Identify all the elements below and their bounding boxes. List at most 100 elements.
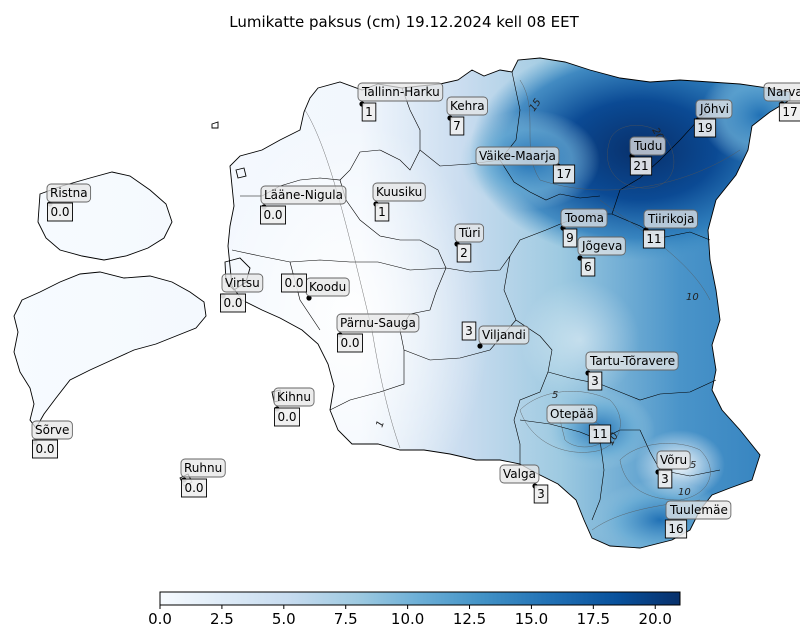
station-name-box	[546, 404, 598, 424]
station-name-box	[656, 450, 691, 470]
station-name: Viljandi	[482, 328, 526, 342]
station-value: 0.0	[263, 208, 282, 222]
station-value: 6	[584, 260, 592, 274]
station-value: 17	[556, 167, 571, 181]
station-name: Pärnu-Sauga	[340, 316, 416, 330]
colorbar-tick-label: 20.0	[639, 610, 672, 628]
station-name: Valga	[503, 467, 536, 481]
station-name: Tooma	[564, 211, 604, 225]
station-name-box	[46, 183, 92, 203]
svg-text:1: 1	[374, 419, 387, 429]
station-3: Narva 17	[763, 82, 800, 122]
station-name-box	[273, 387, 315, 407]
station-value: 0.0	[340, 336, 359, 350]
station-19: Kihnu 0.0	[273, 387, 315, 427]
station-name: Jõgeva	[581, 239, 622, 253]
station-value: 11	[646, 232, 661, 246]
station-name: Kuusiku	[376, 185, 422, 199]
station-value-box	[664, 519, 688, 539]
station-value-box	[693, 118, 717, 138]
station-dot	[306, 295, 312, 301]
station-value-box	[642, 229, 666, 249]
station-name: Virtsu	[225, 276, 260, 290]
station-12: Tiirikoja 11	[642, 209, 698, 249]
station-value: 0.0	[277, 410, 296, 424]
station-name: Tudu	[633, 139, 662, 153]
station-name-box	[763, 82, 800, 102]
station-value-box	[361, 102, 377, 122]
station-value: 9	[566, 231, 574, 245]
station-value-box	[580, 257, 596, 277]
station-value-box	[587, 371, 603, 391]
station-13: Türi 2	[454, 223, 485, 263]
station-1: Tallinn-Harku 1	[357, 82, 444, 122]
station-name-box	[372, 182, 426, 202]
station-value-box	[552, 164, 576, 184]
station-21: Otepää 11	[546, 404, 612, 444]
station-name-box	[180, 458, 226, 478]
colorbar-tick-label: 12.5	[453, 610, 486, 628]
station-4: Jõhvi 19	[693, 99, 733, 138]
station-value-box	[588, 424, 612, 444]
station-8: Lääne-Nigula 0.0	[260, 185, 347, 225]
station-name-box	[695, 99, 733, 119]
station-name-box	[31, 420, 73, 440]
station-value: 11	[592, 427, 607, 441]
station-name: Narva	[767, 85, 800, 99]
station-name-box	[478, 325, 530, 345]
svg-text:5: 5	[690, 460, 696, 471]
station-value-box	[374, 202, 390, 222]
station-name: Ruhnu	[184, 461, 222, 475]
station-name: Tuulemäe	[669, 503, 728, 517]
station-value-box	[337, 333, 363, 353]
station-dot	[477, 343, 483, 349]
station-24: Võru 3	[655, 450, 691, 489]
svg-text:10: 10	[686, 292, 699, 303]
station-name-box	[585, 351, 679, 371]
station-value-box	[220, 293, 246, 313]
colorbar-tick-label: 2.5	[210, 610, 234, 628]
station-25: Tuulemäe 16	[664, 500, 732, 539]
station-name: Tallinn-Harku	[361, 85, 440, 99]
station-value-box	[281, 273, 307, 293]
station-name-box	[643, 209, 698, 229]
colorbar-ticks: 0.0 2.5 5.0 7.5 10.0 12.5 15.0 17.5 20.0	[148, 605, 672, 628]
station-value-box	[32, 439, 58, 459]
station-15: Koodu 0.0	[281, 273, 350, 301]
station-value: 3	[465, 324, 473, 338]
station-17: Viljandi 3	[461, 321, 530, 349]
station-value: 0.0	[50, 205, 69, 219]
station-value: 0.0	[184, 481, 203, 495]
station-name: Koodu	[309, 280, 346, 294]
station-name: Jõhvi	[699, 102, 729, 116]
station-7: Ristna 0.0	[46, 183, 92, 222]
svg-text:5: 5	[552, 390, 558, 401]
station-name-box	[454, 223, 485, 243]
station-22: Ruhnu 0.0	[180, 458, 226, 498]
station-value: 16	[668, 522, 683, 536]
station-value: 1	[378, 205, 386, 219]
station-name-box	[336, 313, 420, 333]
station-9: Kuusiku 1	[372, 182, 426, 222]
station-value: 0.0	[284, 276, 303, 290]
station-name: Lääne-Nigula	[264, 188, 343, 202]
station-name-box	[499, 464, 540, 484]
station-value-box	[449, 116, 465, 136]
station-value-box	[181, 478, 207, 498]
colorbar-tick-label: 15.0	[515, 610, 548, 628]
colorbar: 0.0 2.5 5.0 7.5 10.0 12.5 15.0 17.5 20.0	[148, 591, 681, 628]
station-value-box	[629, 156, 653, 176]
colorbar-tick-label: 17.5	[577, 610, 610, 628]
station-name: Väike-Maarja	[479, 149, 556, 163]
station-20: Sõrve 0.0	[31, 420, 73, 459]
map-title: Lumikatte paksus (cm) 19.12.2024 kell 08…	[229, 13, 579, 31]
station-18: Tartu-Tõravere 3	[585, 351, 679, 391]
station-name: Võru	[660, 453, 687, 467]
station-value: 19	[697, 121, 712, 135]
station-value: 0.0	[223, 296, 242, 310]
station-name: Sõrve	[35, 423, 69, 437]
